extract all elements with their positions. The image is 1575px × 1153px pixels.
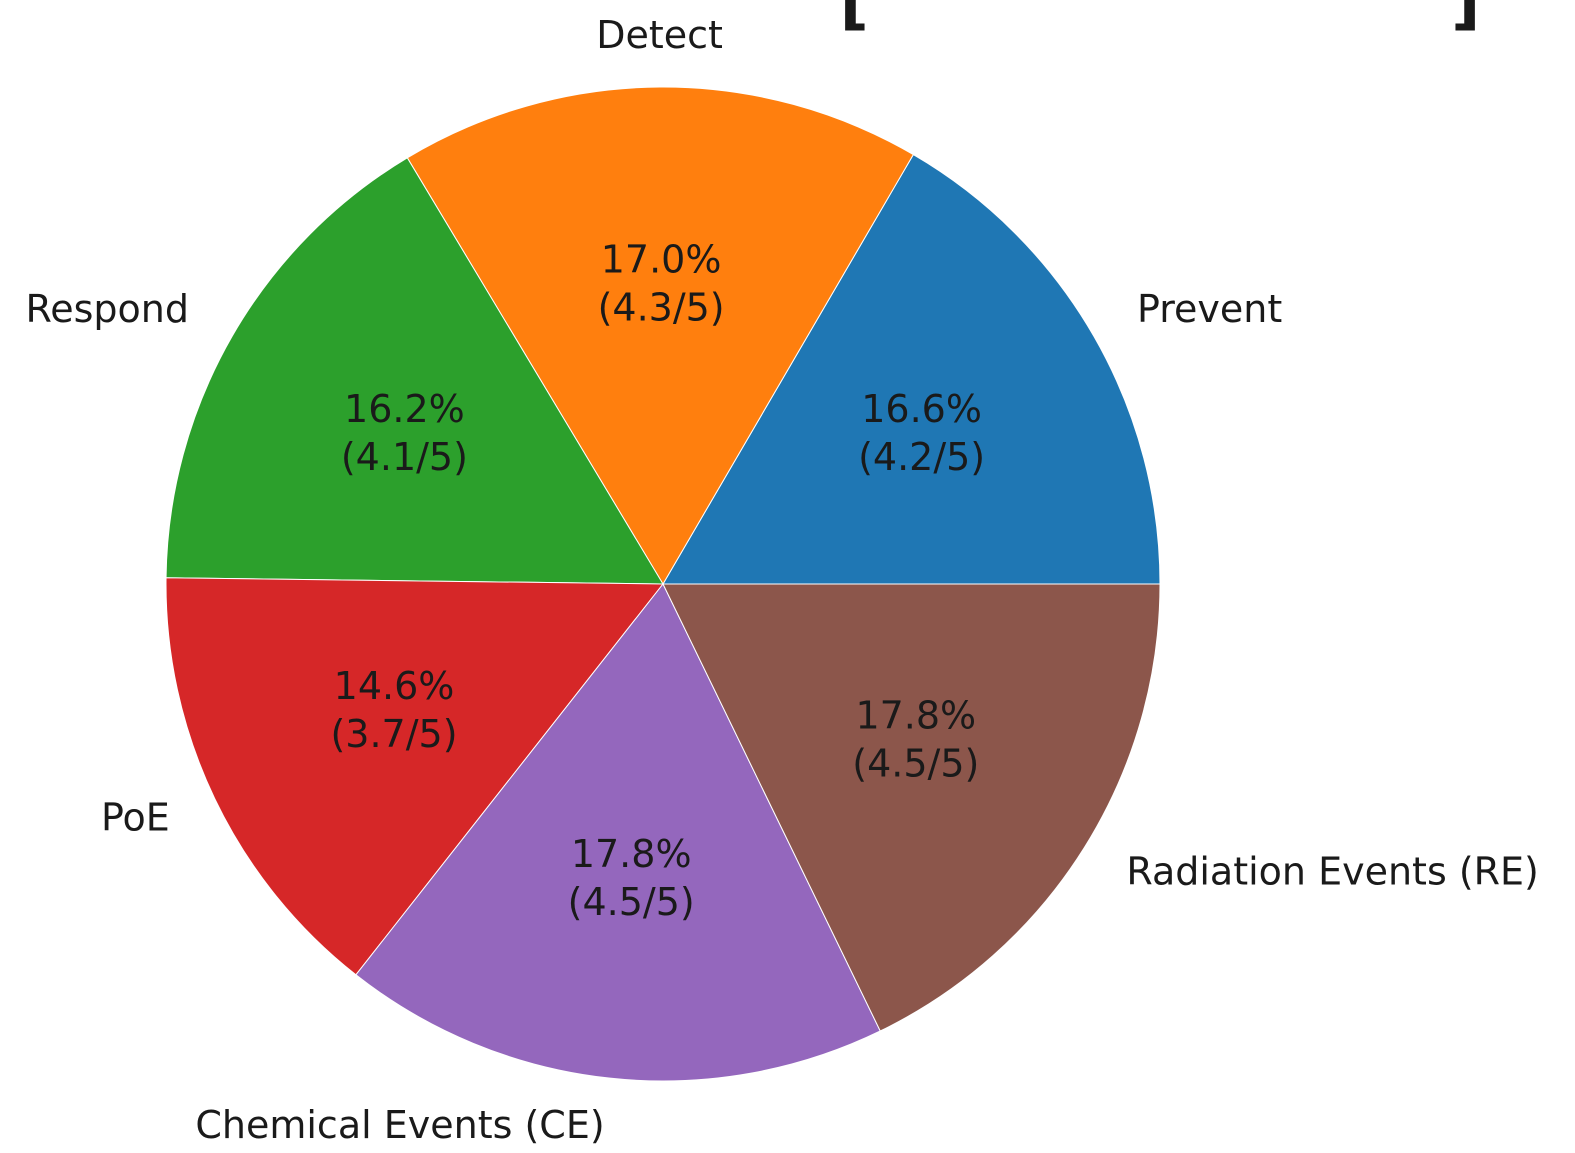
slice-score-label: (4.5/5) — [852, 742, 979, 786]
pie-slice-radiation-events-re — [662, 583, 1161, 1032]
slice-percent-label: 17.0% — [601, 237, 722, 281]
pie-slices — [165, 86, 1161, 1082]
slice-score-label: (4.2/5) — [858, 435, 985, 479]
slice-label: Detect — [596, 13, 723, 57]
pie-slice-detect — [406, 86, 914, 585]
slice-score-label: (4.1/5) — [341, 435, 468, 479]
slice-percent-label: 14.6% — [334, 664, 455, 708]
slice-score-label: (4.3/5) — [598, 285, 725, 329]
slice-label: Respond — [26, 287, 189, 331]
slice-percent-label: 16.2% — [344, 387, 465, 431]
slice-label: Radiation Events (RE) — [1126, 850, 1539, 894]
slice-percent-label: 16.6% — [861, 387, 982, 431]
slice-percent-label: 17.8% — [571, 832, 692, 876]
pie-labels: Prevent 16.6%(4.2/5) Detect 17.0%(4.3/5) Res… — [26, 13, 1539, 1147]
pie-slice-chemical-events-ce — [355, 583, 881, 1082]
pie-slice-poe — [165, 577, 665, 976]
slice-score-label: (4.5/5) — [568, 880, 695, 924]
pie-slice-respond — [165, 157, 664, 585]
pie-slice-prevent — [662, 153, 1161, 585]
slice-label: Prevent — [1137, 287, 1282, 331]
slice-percent-label: 17.8% — [855, 694, 976, 738]
slice-label: PoE — [101, 795, 170, 839]
slice-score-label: (3.7/5) — [330, 712, 457, 756]
slice-label: Chemical Events (CE) — [195, 1103, 604, 1147]
title-fragment: [ ] — [840, 0, 1575, 38]
